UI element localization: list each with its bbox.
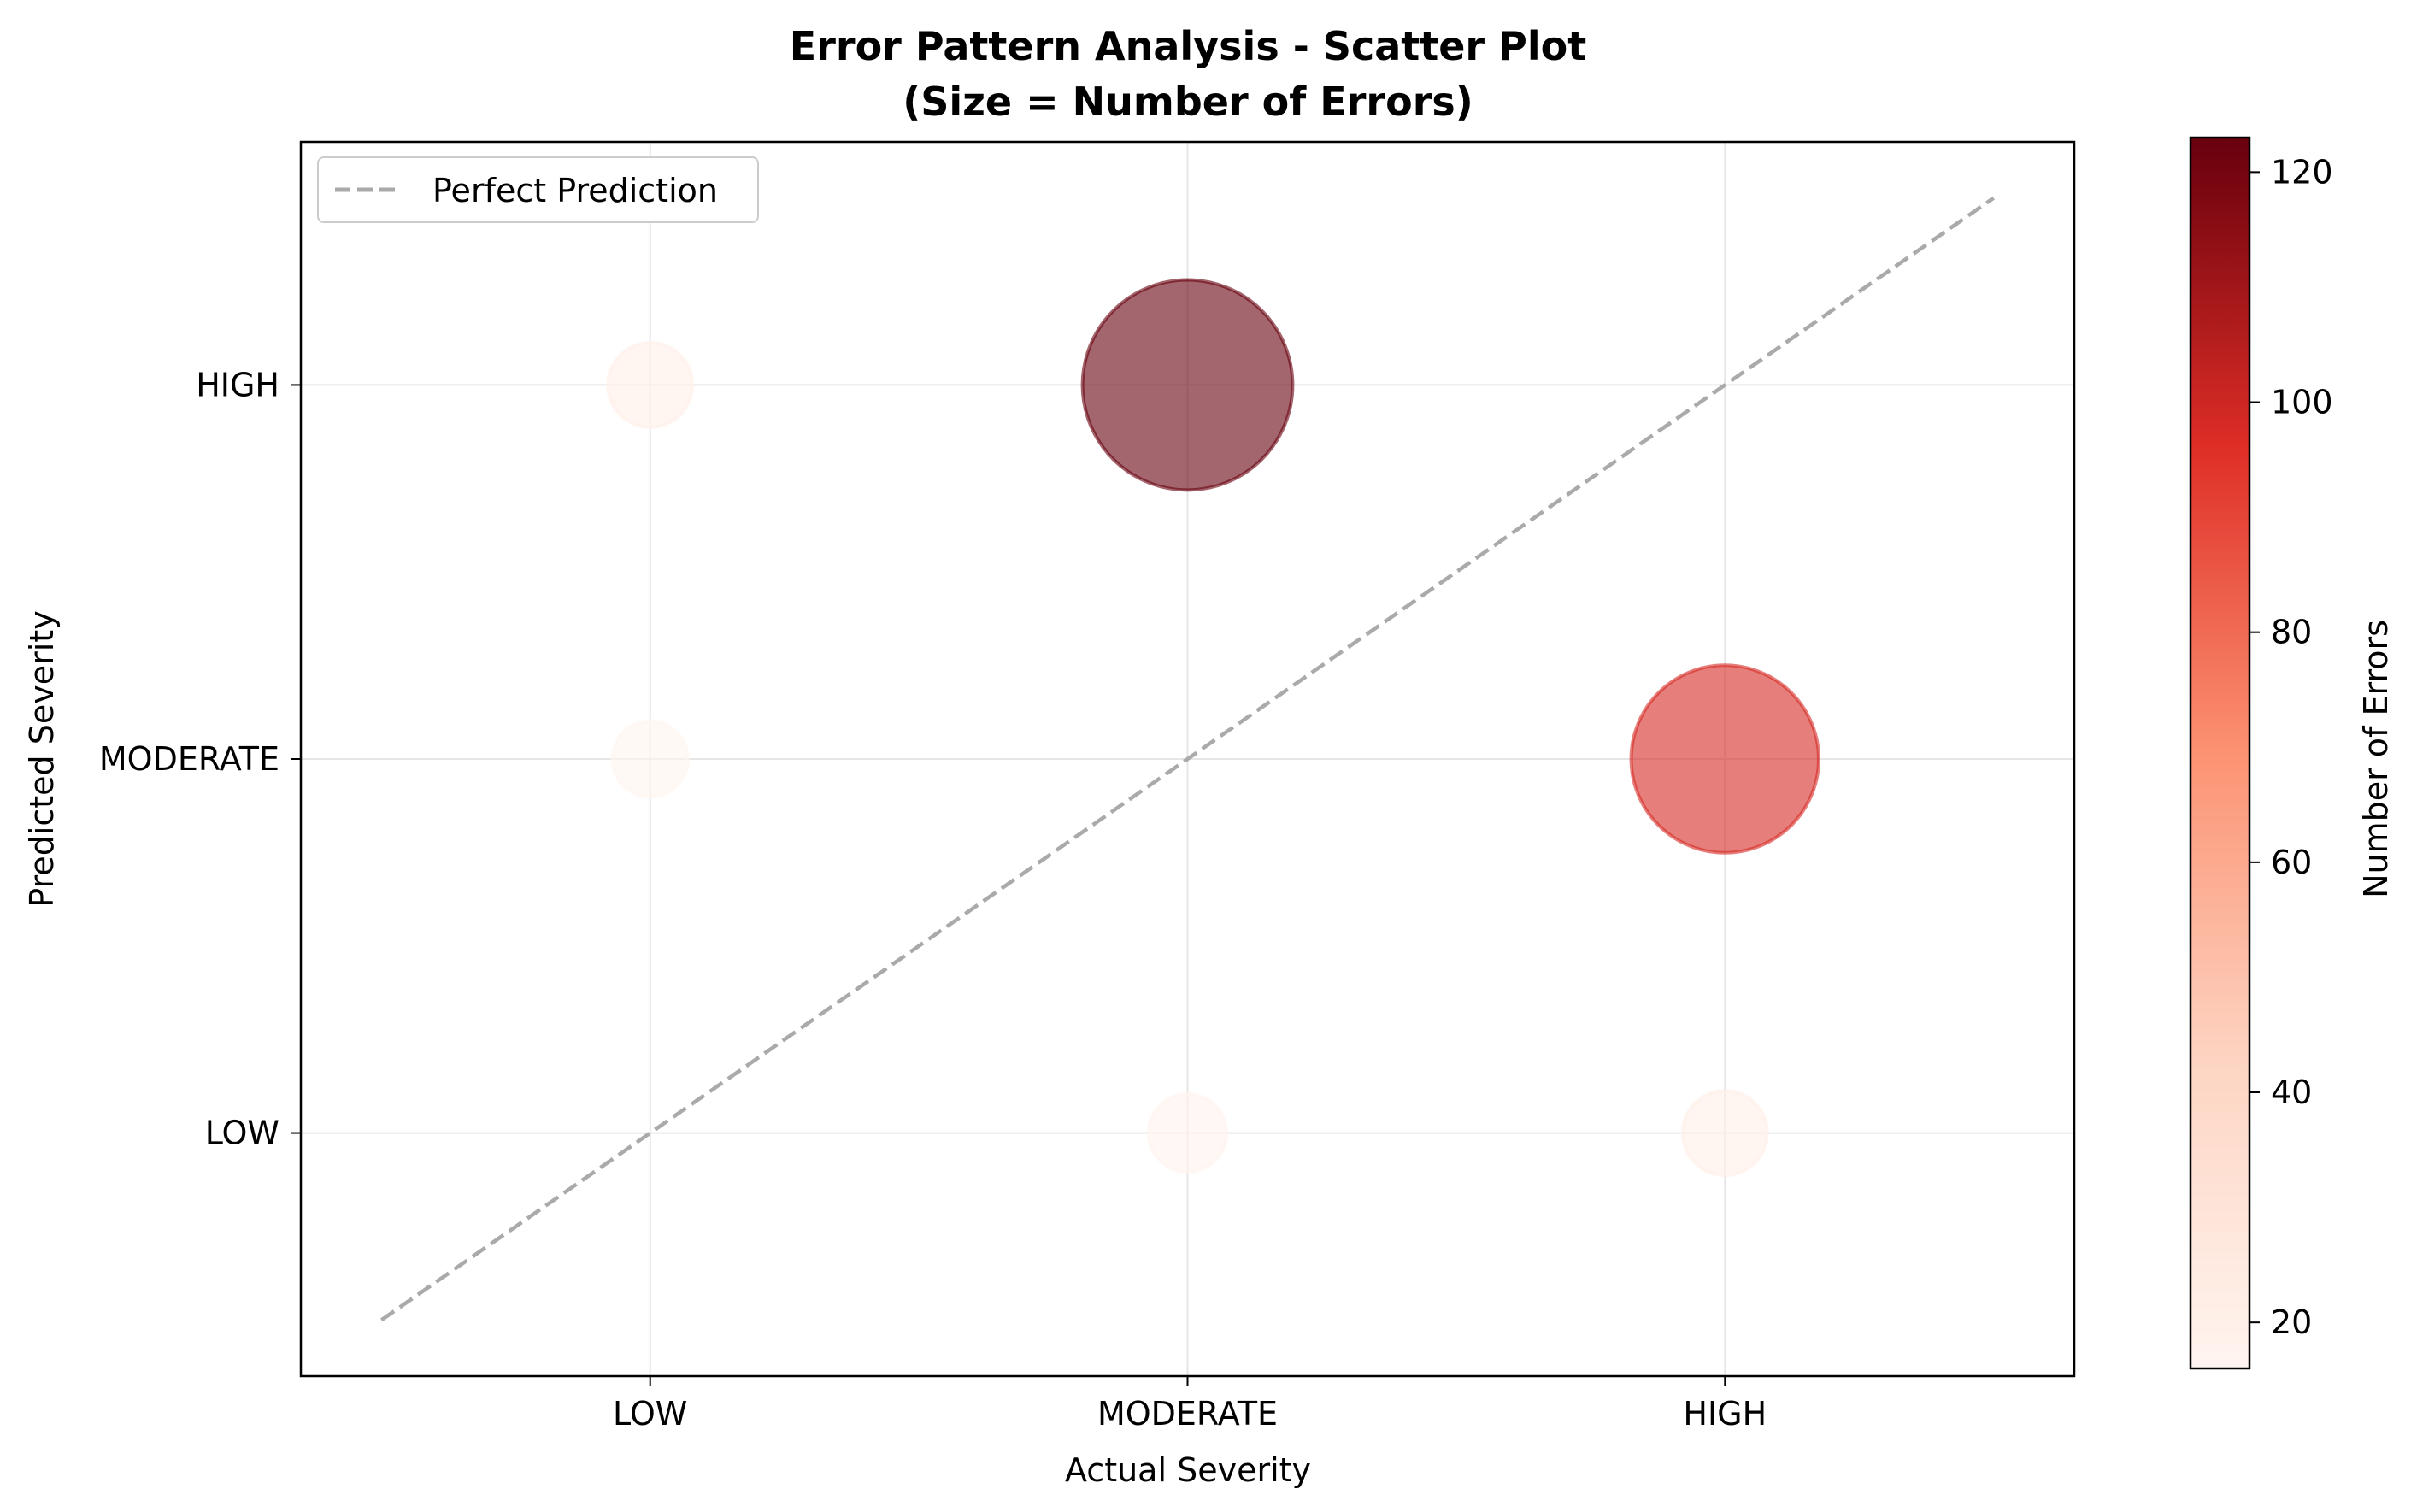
x-axis-label: Actual Severity bbox=[1065, 1451, 1311, 1489]
colorbar bbox=[2189, 136, 2251, 1370]
chart-subtitle: (Size = Number of Errors) bbox=[903, 79, 1473, 125]
colorbar-tick-label: 100 bbox=[2271, 384, 2333, 421]
scatter-point bbox=[610, 719, 691, 799]
x-axis-ticks: LOW MODERATE HIGH bbox=[613, 1376, 1767, 1433]
legend-label: Perfect Prediction bbox=[432, 172, 718, 209]
chart-title: Error Pattern Analysis - Scatter Plot bbox=[790, 23, 1586, 69]
colorbar-tick-label: 40 bbox=[2271, 1074, 2312, 1111]
y-axis-label: Predicted Severity bbox=[23, 610, 61, 907]
legend: Perfect Prediction bbox=[317, 156, 759, 223]
perfect-prediction-line bbox=[380, 196, 1995, 1322]
x-tick-label: LOW bbox=[613, 1395, 687, 1433]
legend-box bbox=[317, 156, 759, 223]
x-tick-label: HIGH bbox=[1683, 1395, 1767, 1433]
y-tick-label: LOW bbox=[205, 1115, 279, 1152]
scatter-point bbox=[1629, 663, 1820, 855]
scatter-point bbox=[1146, 1091, 1229, 1174]
scatter-points bbox=[606, 278, 1820, 1178]
y-axis-ticks: LOW MODERATE HIGH bbox=[99, 366, 301, 1152]
colorbar-tick-label: 20 bbox=[2271, 1303, 2312, 1341]
colorbar-tick-label: 120 bbox=[2271, 153, 2333, 191]
colorbar-ticks: 20 40 60 80 100 120 bbox=[2249, 153, 2333, 1341]
scatter-point bbox=[1680, 1088, 1769, 1178]
y-tick-label: MODERATE bbox=[99, 740, 279, 778]
colorbar-label: Number of Errors bbox=[2357, 620, 2395, 898]
x-tick-label: MODERATE bbox=[1097, 1395, 1278, 1433]
colorbar-tick-label: 80 bbox=[2271, 614, 2312, 651]
scatter-point bbox=[606, 340, 695, 430]
colorbar-tick-label: 60 bbox=[2271, 844, 2312, 881]
y-tick-label: HIGH bbox=[196, 366, 279, 403]
reference-line-layer bbox=[380, 196, 1995, 1322]
scatter-point bbox=[1080, 278, 1295, 492]
